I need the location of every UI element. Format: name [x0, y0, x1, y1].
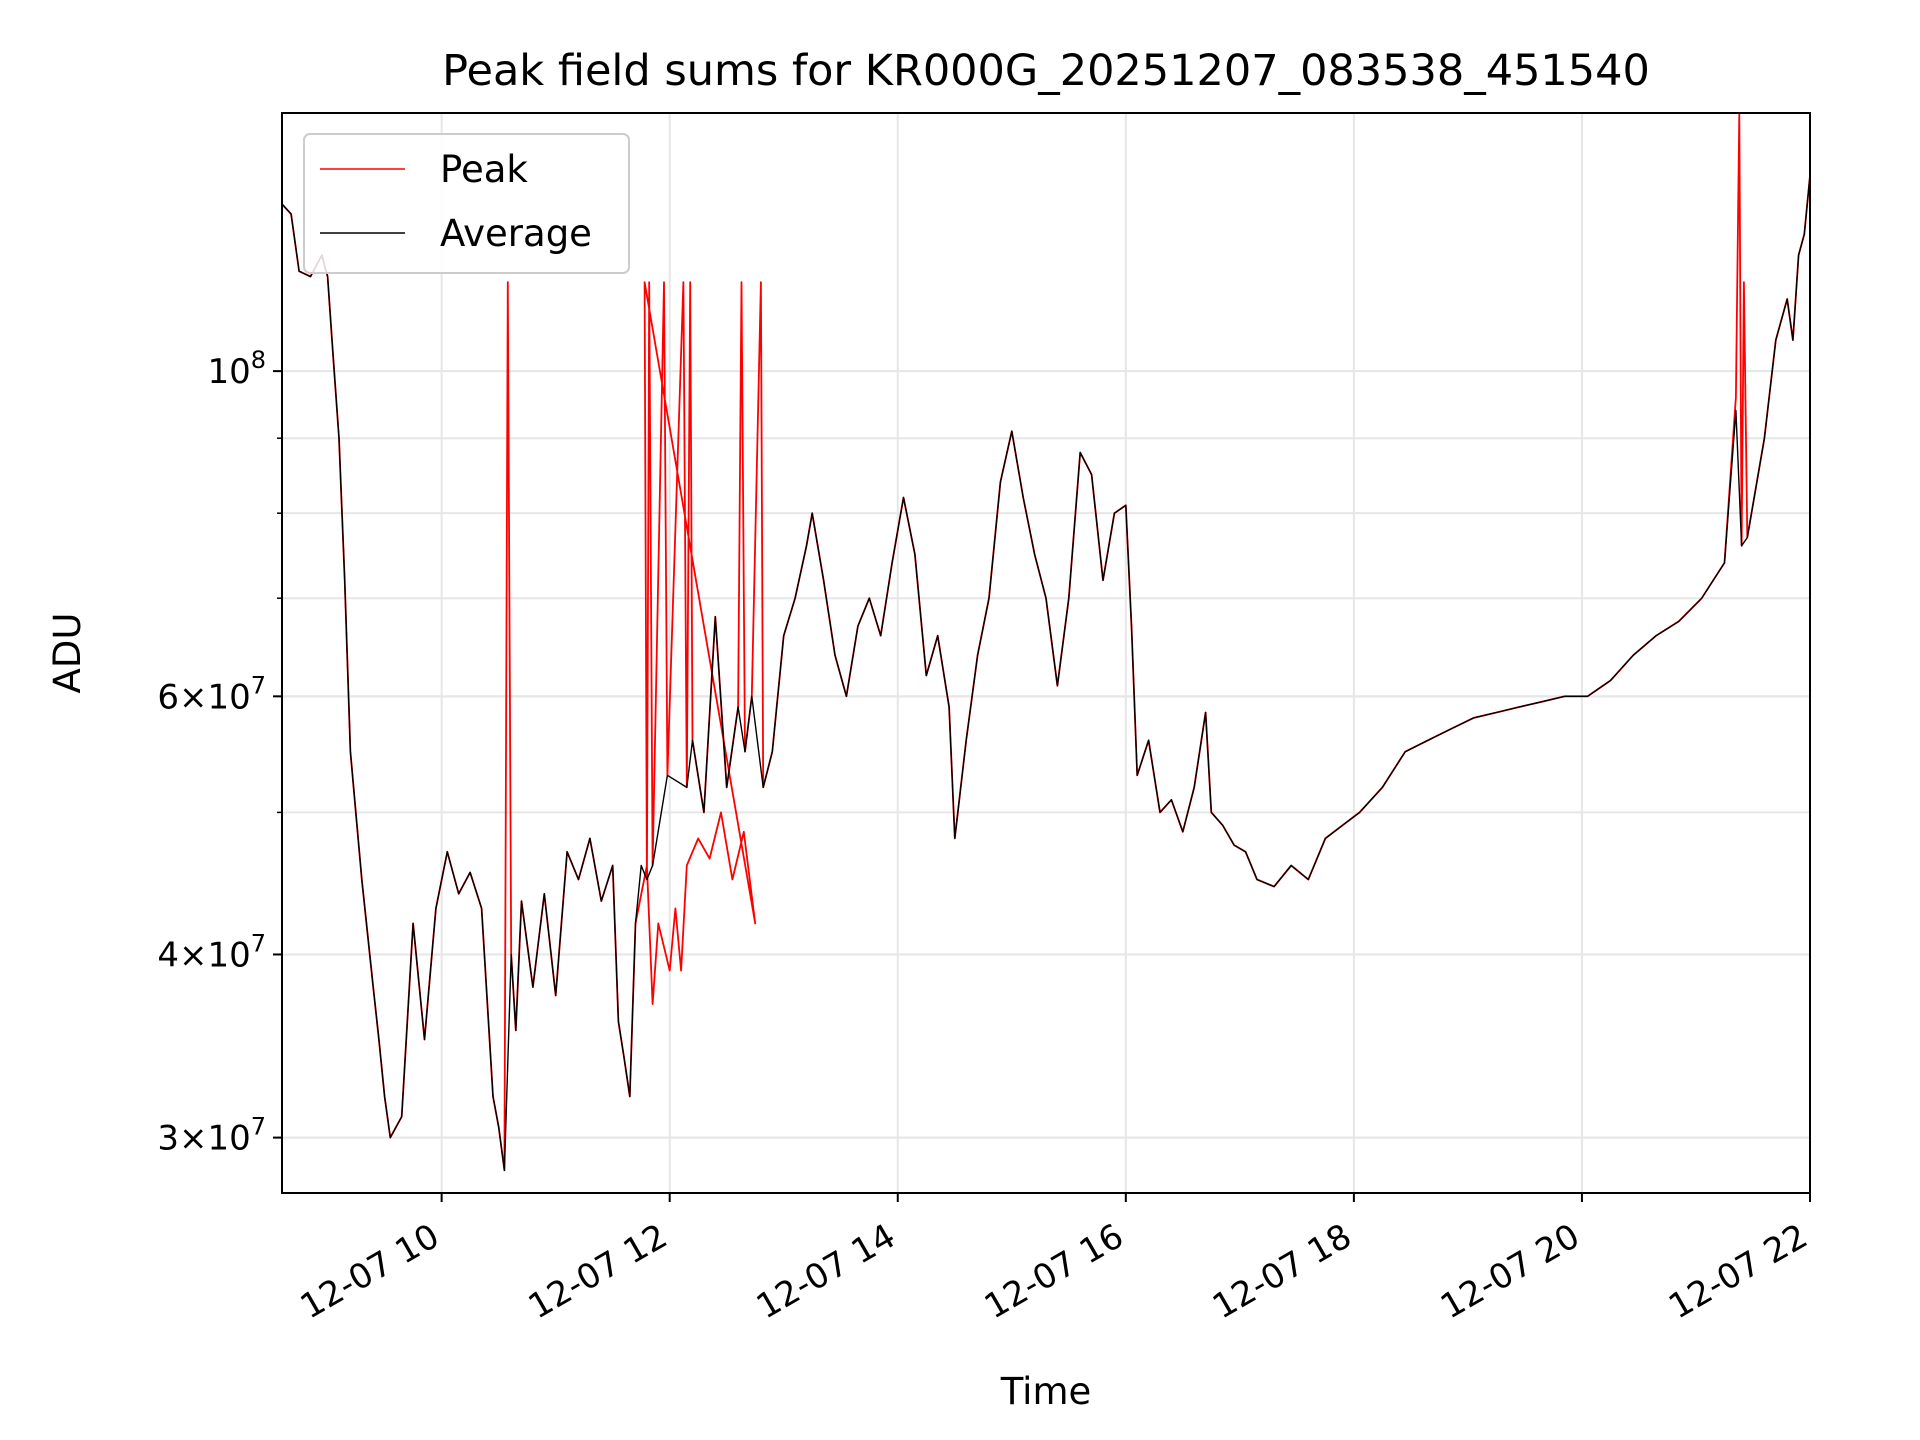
- legend-average-label: Average: [440, 212, 592, 255]
- plot-frame: [281, 112, 1811, 1194]
- y-tick-label: 108: [207, 346, 266, 392]
- y-tick-base: 10: [207, 935, 250, 975]
- legend: Peak Average: [303, 133, 630, 274]
- chart-title: Peak field sums for KR000G_20251207_0835…: [442, 46, 1650, 96]
- y-tick-mantissa: 6×: [157, 677, 207, 717]
- y-tick-base: 10: [207, 1119, 250, 1159]
- y-tick-exponent: 7: [251, 929, 266, 957]
- y-tick-label: 3×107: [157, 1113, 266, 1159]
- y-tick-exponent: 8: [251, 346, 266, 374]
- y-axis-label: ADU: [46, 613, 89, 694]
- y-tick-base: 10: [207, 352, 250, 392]
- series-group: [281, 112, 1811, 1172]
- grid: [282, 113, 1811, 1193]
- legend-peak-label: Peak: [440, 148, 528, 191]
- y-tick-label: 6×107: [157, 671, 266, 717]
- y-tick-label: 4×107: [157, 929, 266, 975]
- y-tick-exponent: 7: [251, 671, 266, 699]
- y-tick-mantissa: 3×: [157, 1119, 207, 1159]
- y-tick-mantissa: 4×: [157, 935, 207, 975]
- y-tick-base: 10: [207, 677, 250, 717]
- x-axis-label: Time: [1000, 1370, 1092, 1413]
- y-tick-exponent: 7: [251, 1113, 266, 1141]
- series-line-average: [281, 175, 1811, 1171]
